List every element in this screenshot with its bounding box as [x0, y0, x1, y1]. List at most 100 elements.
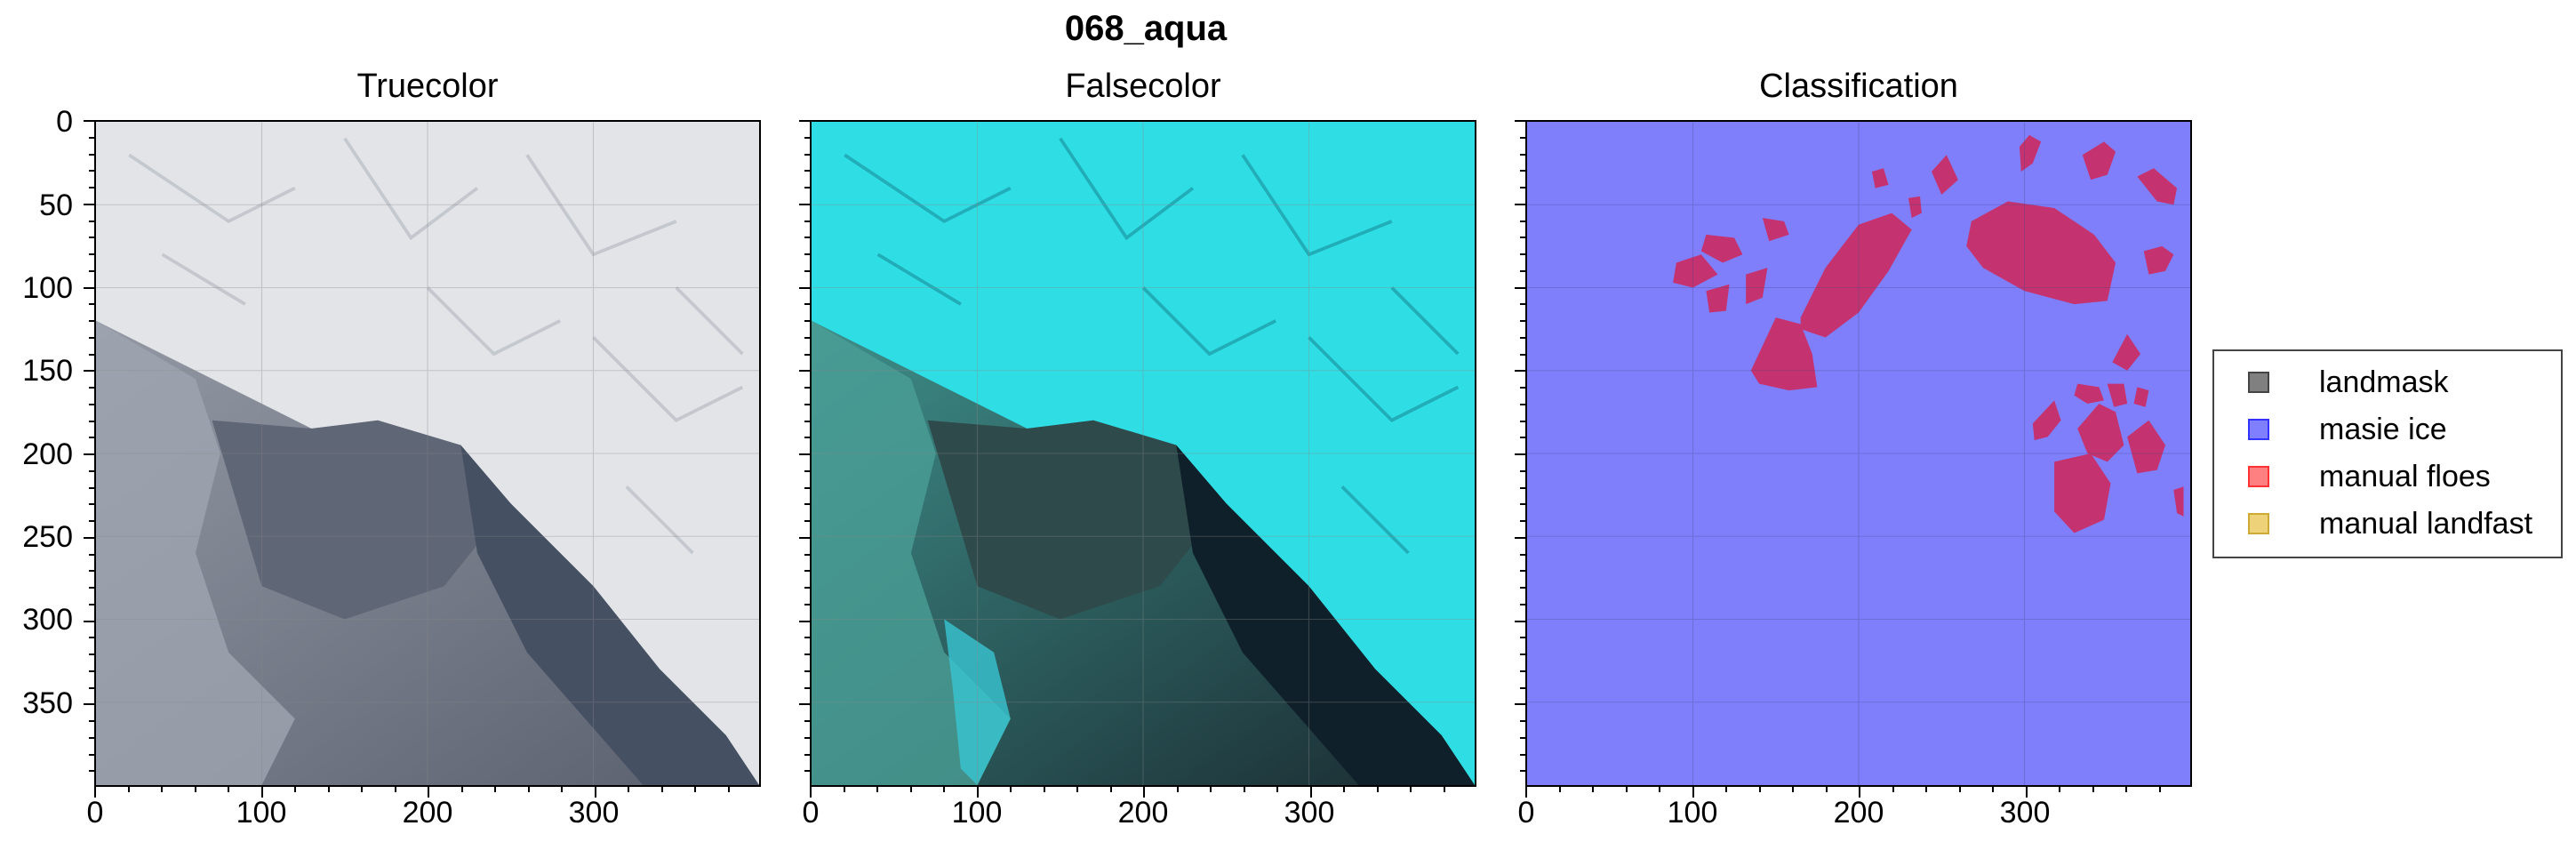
- axis-tick: [1210, 787, 1212, 792]
- axis-tick: [561, 787, 563, 792]
- classification-image: [1525, 120, 2192, 787]
- x-tick-label: 0: [1517, 796, 1535, 830]
- axis-tick: [161, 787, 163, 792]
- axis-tick: [1443, 787, 1445, 792]
- axis-tick: [799, 286, 810, 289]
- axis-tick: [89, 503, 94, 506]
- axis-tick: [1515, 203, 1525, 205]
- y-tick-label: 50: [39, 188, 73, 222]
- axis-tick: [976, 787, 979, 798]
- axis-tick: [228, 787, 229, 792]
- axis-tick: [89, 437, 94, 439]
- axis-tick: [1520, 686, 1525, 689]
- x-tick-label: 100: [1667, 796, 1718, 830]
- axis-tick: [1520, 269, 1525, 272]
- x-tick-label: 300: [1284, 796, 1335, 830]
- x-tick-label: 100: [236, 796, 287, 830]
- axis-tick: [127, 787, 130, 792]
- axis-tick: [804, 670, 810, 672]
- axis-tick: [804, 486, 810, 489]
- truecolor-image: [94, 120, 761, 787]
- axis-tick: [84, 370, 94, 373]
- y-tick-label: 100: [22, 271, 73, 305]
- axis-tick: [89, 686, 94, 689]
- axis-tick: [89, 153, 94, 156]
- axis-tick: [1076, 787, 1078, 792]
- axis-tick: [89, 187, 94, 188]
- axis-tick: [89, 269, 94, 272]
- axis-tick: [89, 353, 94, 356]
- axis-tick: [494, 787, 496, 792]
- axis-tick: [804, 403, 810, 405]
- axis-tick: [89, 387, 94, 389]
- axis-tick: [804, 603, 810, 605]
- axis-tick: [804, 503, 810, 506]
- axis-tick: [1592, 787, 1594, 792]
- axis-tick: [428, 787, 429, 798]
- axis-tick: [1343, 787, 1345, 792]
- axis-tick: [1515, 120, 1525, 122]
- axis-tick: [1992, 787, 1994, 792]
- axis-tick: [1758, 787, 1761, 792]
- axis-tick: [1520, 753, 1525, 756]
- axis-tick: [804, 303, 810, 306]
- axis-tick: [909, 787, 912, 792]
- x-tick-label: 100: [951, 796, 1003, 830]
- axis-tick: [943, 787, 945, 792]
- x-tick-label: 200: [402, 796, 453, 830]
- legend-label: manual floes: [2319, 460, 2491, 493]
- axis-tick: [89, 654, 94, 655]
- axis-tick: [727, 787, 730, 792]
- x-tick-label: 200: [1117, 796, 1169, 830]
- axis-tick: [294, 787, 296, 792]
- axis-tick: [89, 486, 94, 489]
- axis-tick: [1309, 787, 1312, 798]
- axis-tick: [804, 353, 810, 356]
- axis-tick: [1520, 670, 1525, 672]
- axis-tick: [804, 269, 810, 272]
- axis-tick: [843, 787, 845, 792]
- axis-tick: [84, 703, 94, 706]
- axis-tick: [361, 787, 363, 792]
- axis-tick: [804, 587, 810, 589]
- axis-tick: [1520, 253, 1525, 255]
- axis-tick: [84, 120, 94, 122]
- axis-tick: [799, 703, 810, 706]
- axis-tick: [1520, 520, 1525, 522]
- axis-tick: [1725, 787, 1727, 792]
- axis-tick: [1515, 703, 1525, 706]
- axis-tick: [2125, 787, 2127, 792]
- legend: landmask masie ice manual floes manual l…: [2212, 349, 2563, 558]
- axis-tick: [89, 303, 94, 306]
- axis-tick: [799, 453, 810, 455]
- axis-tick: [327, 787, 330, 792]
- x-tick-label: 0: [802, 796, 820, 830]
- axis-tick: [84, 453, 94, 455]
- axis-tick: [89, 403, 94, 405]
- axis-tick: [89, 753, 94, 756]
- axis-tick: [1520, 153, 1525, 156]
- axis-tick: [89, 237, 94, 239]
- axis-tick: [799, 203, 810, 205]
- x-tick-label: 0: [86, 796, 104, 830]
- x-tick-label: 200: [1833, 796, 1884, 830]
- x-tick-label: 300: [568, 796, 620, 830]
- axis-tick: [804, 654, 810, 655]
- legend-swatch: [2248, 419, 2269, 440]
- axis-tick: [804, 437, 810, 439]
- axis-tick: [89, 469, 94, 472]
- axis-tick: [1520, 320, 1525, 322]
- axis-tick: [394, 787, 396, 792]
- axis-tick: [89, 336, 94, 339]
- axis-tick: [1520, 353, 1525, 356]
- axis-tick: [1376, 787, 1379, 792]
- axis-tick: [804, 420, 810, 422]
- axis-tick: [804, 220, 810, 222]
- axis-tick: [1176, 787, 1179, 792]
- axis-tick: [804, 387, 810, 389]
- axis-tick: [1520, 170, 1525, 172]
- axis-tick: [1520, 403, 1525, 405]
- axis-tick: [89, 220, 94, 222]
- axis-tick: [2025, 787, 2028, 798]
- axis-tick: [1515, 536, 1525, 539]
